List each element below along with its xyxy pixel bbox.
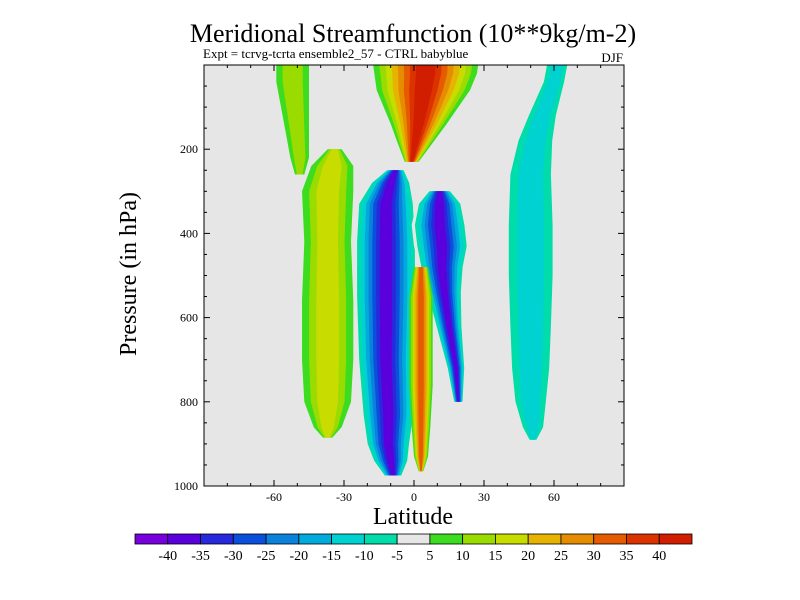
contour-level <box>379 170 398 476</box>
colorbar-tick-label: -15 <box>322 549 341 564</box>
colorbar-swatch <box>462 533 496 545</box>
colorbar-tick-label: 30 <box>587 549 601 564</box>
colorbar-swatch <box>396 533 431 545</box>
colorbar: -40 -35 -30 -25 -20 -15 -10 -5 5 10 15 20 25 30 35 40 <box>134 533 693 564</box>
colorbar-tick-label: -30 <box>224 549 243 564</box>
colorbar-tick-label: 5 <box>426 549 433 564</box>
colorbar-tick-label: -5 <box>391 549 403 564</box>
x-axis-ticks: -60 -30 0 30 60 <box>203 65 625 504</box>
x-tick-label: 30 <box>478 490 490 504</box>
colorbar-tick-label: 15 <box>488 549 502 564</box>
colorbar-swatch <box>495 533 529 545</box>
contour-level <box>282 65 306 175</box>
y-tick-label: 1000 <box>174 479 198 493</box>
northern-subtropical-band <box>500 65 572 440</box>
y-tick-label: 600 <box>180 311 198 325</box>
colorbar-swatch <box>265 533 300 545</box>
colorbar-swatch <box>134 533 169 545</box>
colorbar-swatch <box>626 533 660 545</box>
colorbar-tick-label: 25 <box>554 549 568 564</box>
colorbar-swatch <box>331 533 365 545</box>
x-axis-label: Latitude <box>373 504 453 530</box>
colorbar-swatch <box>593 533 627 545</box>
y-tick-label: 200 <box>180 142 198 156</box>
colorbar-swatch <box>560 533 595 545</box>
colorbar-tick-label: 35 <box>619 549 633 564</box>
colorbar-swatch <box>167 533 201 545</box>
x-tick-label: -60 <box>266 490 282 504</box>
colorbar-tick-label: -25 <box>257 549 276 564</box>
colorbar-tick-label: -10 <box>355 549 374 564</box>
colorbar-swatch <box>200 533 234 545</box>
contour-level <box>316 149 342 438</box>
southern-deep-cell <box>353 170 419 476</box>
y-tick-label: 800 <box>180 395 198 409</box>
y-axis-label: Pressure (in hPa) <box>116 192 142 356</box>
y-axis-ticks: 200 400 600 800 1000 <box>174 64 624 493</box>
season-label: DJF <box>601 50 623 65</box>
colorbar-tick-label: -35 <box>191 549 210 564</box>
colorbar-tick-label: 10 <box>456 549 470 564</box>
x-tick-label: -30 <box>336 490 352 504</box>
colorbar-swatch <box>527 533 562 545</box>
northern-upper-cell <box>373 65 479 162</box>
contour-level <box>517 65 564 440</box>
chart-subtitle: Expt = tcrvg-tcrta ensemble2_57 - CTRL b… <box>203 46 469 61</box>
colorbar-tick-label: 20 <box>521 549 535 564</box>
colorbar-swatch <box>429 533 464 545</box>
contour-fields <box>276 65 572 476</box>
colorbar-swatch <box>298 533 332 545</box>
colorbar-tick-label: -40 <box>158 549 177 564</box>
x-tick-label: 0 <box>411 490 417 504</box>
chart-title: Meridional Streamfunction (10**9kg/m-2) <box>190 19 636 48</box>
colorbar-swatch <box>658 533 693 545</box>
colorbar-swatch <box>232 533 267 545</box>
y-tick-label: 400 <box>180 226 198 240</box>
colorbar-tick-label: -20 <box>289 549 308 564</box>
colorbar-tick-label: 40 <box>652 549 666 564</box>
x-tick-label: 60 <box>548 490 560 504</box>
contour-level <box>434 191 460 402</box>
northern-mid-cell <box>411 191 470 402</box>
equatorial-positive-tongue <box>409 267 433 472</box>
southern-subtropical-band <box>302 149 354 438</box>
contour-level <box>418 267 424 472</box>
contour-level <box>410 65 436 162</box>
colorbar-swatch <box>363 533 398 545</box>
southern-upper-band <box>276 65 309 175</box>
